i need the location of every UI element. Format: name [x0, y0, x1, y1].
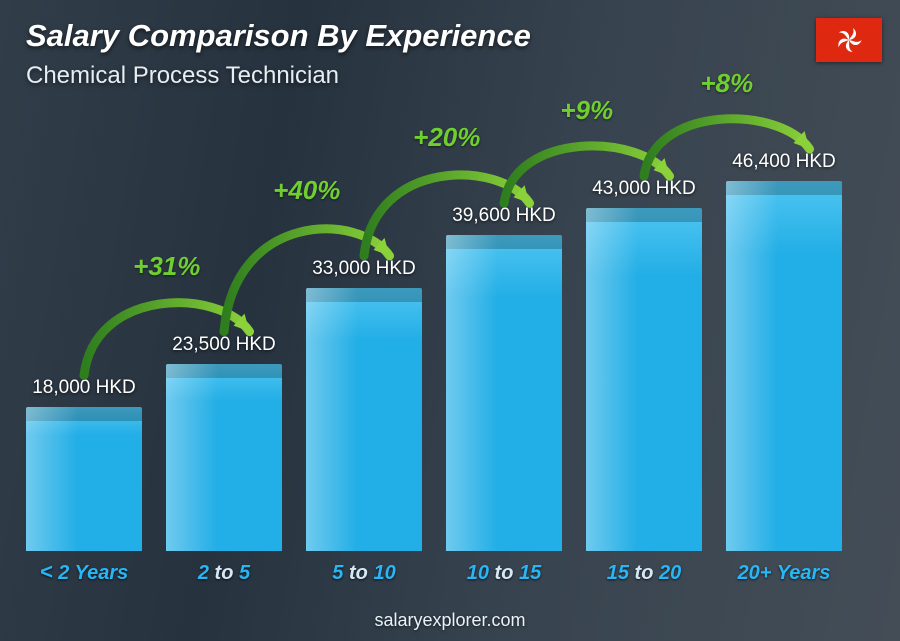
- page-subtitle: Chemical Process Technician: [26, 62, 339, 90]
- salary-bar-chart: < 2 Years18,000 HKD2 to 523,500 HKD5 to …: [26, 110, 854, 585]
- infographic-stage: Salary Comparison By Experience Chemical…: [0, 0, 900, 641]
- hong-kong-flag-icon: [816, 18, 882, 62]
- increase-arc-icon: [26, 110, 900, 585]
- percent-increase-label: +8%: [700, 68, 753, 99]
- footer-source: salaryexplorer.com: [0, 610, 900, 631]
- page-title: Salary Comparison By Experience: [26, 18, 531, 54]
